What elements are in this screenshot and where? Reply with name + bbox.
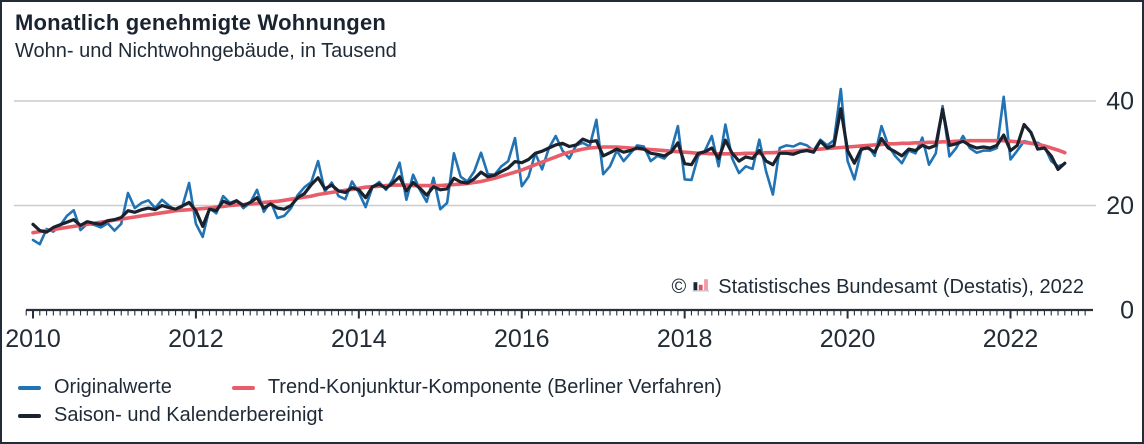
x-axis-label-2016: 2016 — [494, 325, 550, 353]
legend-row-1: Originalwerte Trend-Konjunktur-Komponent… — [18, 376, 722, 399]
legend-label: Trend-Konjunktur-Komponente (Berliner Ve… — [267, 376, 722, 398]
legend-label: Originalwerte — [54, 376, 172, 398]
series-line-saisonbereinigt — [31, 107, 1067, 234]
trend-line-swatch — [231, 385, 255, 390]
y-axis-label-0: 0 — [1120, 297, 1134, 325]
y-axis-label-40: 40 — [1106, 88, 1134, 116]
destatis-bars-icon — [692, 276, 710, 299]
x-axis-label-2012: 2012 — [168, 325, 224, 353]
originalwerte-line-swatch — [18, 385, 41, 390]
legend-row-2: Saison- und Kalenderbereinigt — [18, 404, 323, 427]
copyright-symbol: © — [671, 275, 687, 298]
legend-item-originalwerte: Originalwerte — [18, 376, 172, 399]
x-axis-label-2022: 2022 — [983, 325, 1039, 353]
source-attribution: © Statistisches Bundesamt (Destatis), 20… — [672, 274, 1084, 300]
page-subtitle: Wohn- und Nichtwohngebäude, in Tausend — [15, 40, 397, 62]
x-axis-label-2018: 2018 — [657, 325, 713, 353]
x-axis-label-2014: 2014 — [331, 325, 387, 353]
series-line-originalwerte — [31, 87, 1067, 246]
series-line-trend — [31, 138, 1067, 235]
page-title: Monatlich genehmigte Wohnungen — [15, 10, 387, 35]
legend-label: Saison- und Kalenderbereinigt — [54, 404, 324, 426]
legend-item-saisonbereinigt: Saison- und Kalenderbereinigt — [18, 404, 323, 427]
x-axis-label-2010: 2010 — [5, 325, 61, 353]
y-axis-label-20: 20 — [1106, 192, 1134, 220]
saisonbereinigt-line-swatch — [18, 413, 41, 418]
source-text: Statistisches Bundesamt (Destatis), 2022 — [718, 275, 1084, 298]
legend-item-trend: Trend-Konjunktur-Komponente (Berliner Ve… — [231, 376, 722, 399]
x-axis-label-2020: 2020 — [820, 325, 876, 353]
